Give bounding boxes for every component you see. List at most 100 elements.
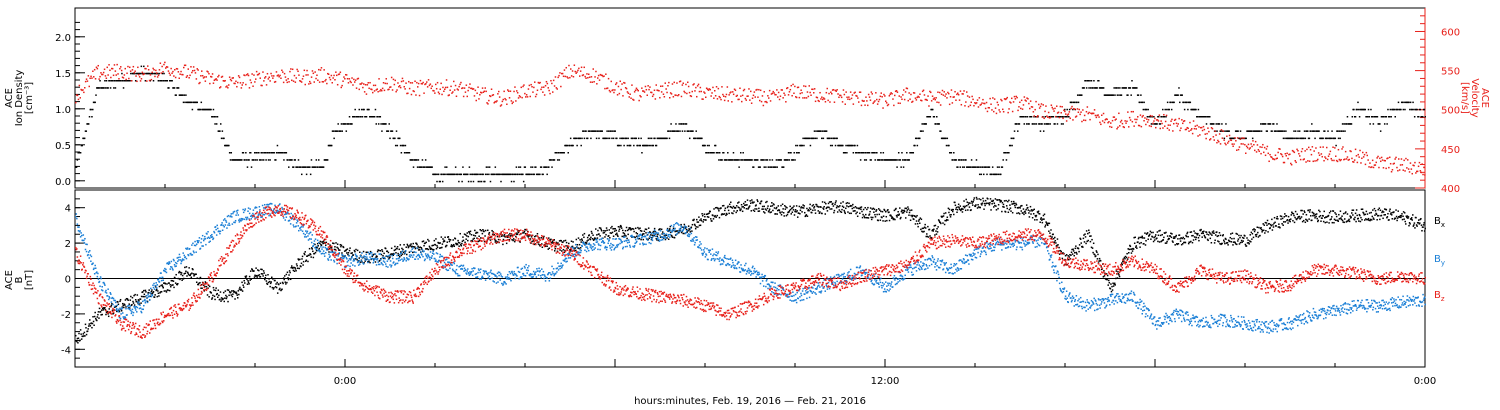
velocity-point bbox=[131, 69, 134, 71]
velocity-point bbox=[234, 82, 236, 85]
density-point bbox=[1330, 137, 1332, 140]
bx-point bbox=[494, 241, 497, 243]
bx-point bbox=[161, 284, 163, 286]
bx-point bbox=[283, 275, 286, 277]
density-point bbox=[538, 173, 540, 176]
velocity-point bbox=[1366, 154, 1368, 157]
velocity-point bbox=[955, 99, 957, 101]
bx-point bbox=[672, 227, 675, 230]
bx-point bbox=[247, 279, 249, 282]
bx-point bbox=[618, 230, 620, 232]
velocity-point bbox=[477, 86, 479, 88]
bx-point bbox=[282, 277, 285, 279]
velocity-point bbox=[1072, 119, 1074, 121]
velocity-point bbox=[1358, 156, 1360, 158]
density-point bbox=[1282, 137, 1285, 140]
density-point bbox=[1095, 87, 1098, 89]
bx-point bbox=[97, 313, 99, 316]
density-point bbox=[600, 130, 603, 132]
velocity-point bbox=[438, 92, 441, 95]
velocity-point bbox=[1353, 159, 1356, 161]
bx-point bbox=[136, 300, 138, 303]
bx-point bbox=[407, 244, 409, 247]
density-point bbox=[298, 166, 301, 168]
velocity-point bbox=[232, 77, 234, 79]
density-point bbox=[827, 137, 829, 140]
velocity-point bbox=[654, 98, 657, 100]
bx-point bbox=[413, 246, 415, 248]
density-point bbox=[938, 123, 940, 125]
velocity-point bbox=[1161, 122, 1163, 125]
velocity-point bbox=[599, 73, 602, 76]
velocity-point bbox=[1239, 138, 1242, 140]
bx-point bbox=[535, 235, 537, 237]
density-point bbox=[168, 87, 170, 89]
density-point bbox=[703, 144, 706, 147]
velocity-point bbox=[571, 70, 574, 72]
velocity-point bbox=[794, 85, 796, 88]
velocity-point bbox=[223, 80, 225, 82]
density-point bbox=[1338, 130, 1341, 132]
velocity-point bbox=[79, 97, 81, 99]
density-point bbox=[782, 166, 785, 168]
bx-point bbox=[621, 235, 623, 238]
density-point bbox=[686, 130, 689, 132]
bx-point bbox=[724, 207, 727, 209]
bx-point bbox=[856, 215, 859, 218]
bx-point bbox=[732, 212, 734, 215]
density-point bbox=[1339, 137, 1341, 140]
bx-point bbox=[292, 267, 294, 269]
bx-point bbox=[596, 234, 598, 236]
bx-point bbox=[694, 227, 697, 230]
density-point bbox=[326, 159, 328, 161]
density-point bbox=[160, 80, 162, 82]
bx-point bbox=[846, 202, 849, 204]
velocity-point bbox=[918, 96, 920, 98]
density-point bbox=[1169, 101, 1171, 104]
density-point bbox=[1029, 116, 1031, 118]
velocity-point bbox=[1259, 146, 1261, 148]
bx-point bbox=[612, 228, 614, 230]
bx-point bbox=[901, 212, 904, 214]
bx-point bbox=[311, 248, 314, 250]
density-point bbox=[747, 159, 749, 161]
bx-point bbox=[679, 229, 681, 232]
velocity-point bbox=[1037, 115, 1039, 117]
density-point bbox=[727, 152, 729, 154]
velocity-point bbox=[1021, 108, 1024, 110]
density-point bbox=[428, 166, 431, 168]
velocity-point bbox=[974, 102, 976, 104]
bx-point bbox=[574, 247, 576, 249]
density-point bbox=[841, 144, 843, 147]
density-point bbox=[253, 159, 255, 161]
velocity-point bbox=[1060, 112, 1062, 114]
velocity-point bbox=[893, 104, 895, 107]
density-point bbox=[1263, 123, 1265, 125]
density-point bbox=[501, 173, 504, 176]
bx-point bbox=[962, 205, 965, 208]
density-point bbox=[1070, 101, 1072, 104]
velocity-point bbox=[129, 66, 131, 69]
density-point bbox=[1311, 130, 1314, 132]
bx-point bbox=[967, 209, 969, 211]
velocity-point bbox=[753, 91, 756, 93]
bx-point bbox=[242, 284, 244, 286]
density-point bbox=[539, 166, 542, 168]
bx-point bbox=[151, 289, 153, 291]
bx-point bbox=[185, 270, 187, 273]
velocity-point bbox=[388, 88, 390, 91]
velocity-point bbox=[1302, 158, 1305, 161]
bx-point bbox=[821, 201, 824, 203]
velocity-point bbox=[395, 90, 397, 93]
bx-point bbox=[143, 289, 145, 292]
velocity-point bbox=[1368, 166, 1370, 168]
bx-point bbox=[898, 213, 900, 215]
density-point bbox=[1265, 130, 1268, 132]
density-point bbox=[678, 123, 680, 125]
density-point bbox=[312, 166, 314, 168]
bx-point bbox=[710, 218, 712, 220]
velocity-point bbox=[380, 88, 382, 91]
density-point bbox=[1199, 116, 1201, 118]
density-point bbox=[573, 137, 576, 140]
density-point bbox=[866, 152, 868, 154]
